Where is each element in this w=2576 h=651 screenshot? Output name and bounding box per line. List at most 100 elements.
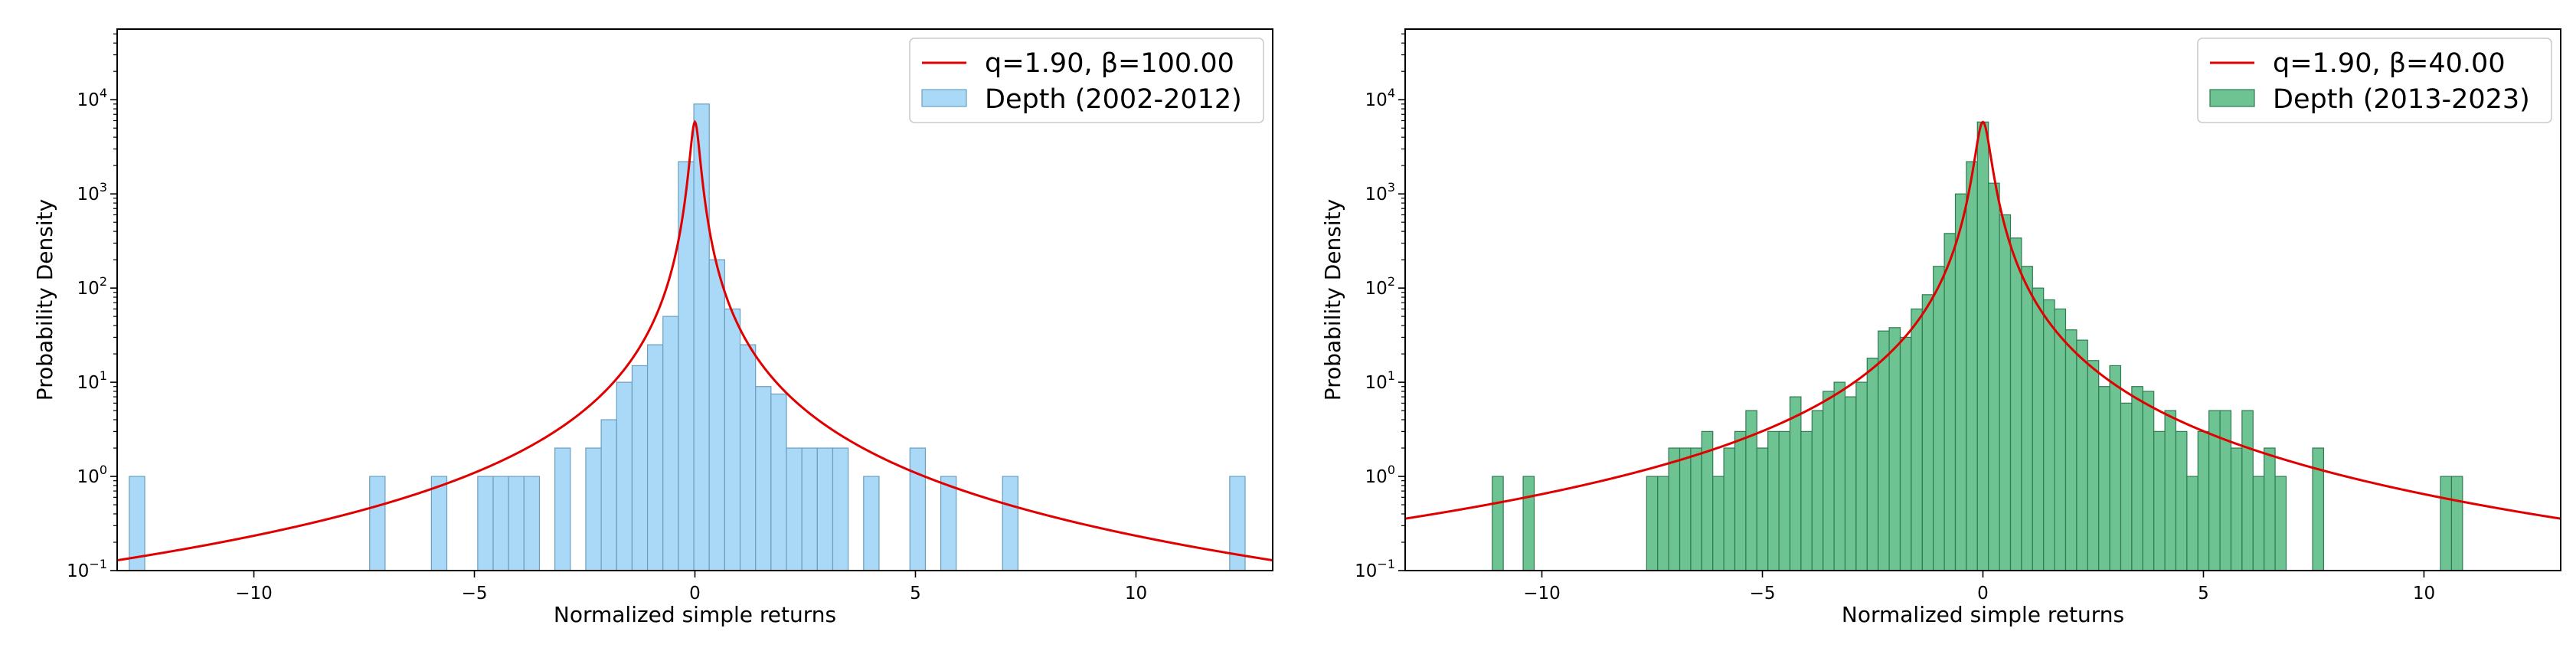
histogram-bar [2054,308,2067,571]
histogram-bar [2120,402,2133,571]
histogram-bar [2197,430,2210,571]
histogram-bar [2164,410,2177,571]
histogram-bar [662,316,679,571]
legend-label-curve: q=1.90, β=40.00 [2273,48,2506,79]
histogram-bar [2064,329,2077,571]
histogram-bar [430,476,448,571]
histogram-bar [523,476,541,571]
histogram-bar [1679,447,1692,571]
histogram-bar [2450,476,2463,571]
legend: q=1.90, β=100.00 Depth (2002-2012) [909,38,1264,123]
histogram-bar [1734,430,1747,571]
legend: q=1.90, β=40.00 Depth (2013-2023) [2197,38,2552,123]
fit-curve [117,119,1273,562]
histogram-bar [1954,193,1967,571]
histogram-bar [492,476,509,571]
histogram-bar [1966,161,1978,571]
histogram-bar [1943,233,1957,571]
histogram-bar [1999,214,2012,571]
histogram-bar [1712,476,1724,571]
histogram-bar [2186,476,2198,571]
y-tick-label: 10−1 [67,557,107,581]
histogram-bar [1933,266,1945,571]
histogram-bar [1668,447,1681,571]
histogram-bar [2153,430,2166,571]
histogram-bar [585,447,602,571]
histogram-bar [1866,358,1879,571]
histogram-bar [1723,447,1736,571]
y-tick-label: 104 [77,86,107,110]
y-axis-label: Probability Density [1320,199,1345,401]
y-tick-label: 103 [77,180,107,204]
histogram-bar [1800,430,1813,571]
histogram-bar [1878,330,1890,571]
legend-box [909,38,1264,123]
x-axis-label: Normalized simple returns [1842,602,2124,627]
histogram-bar [863,476,880,571]
fit-curve [1405,120,2561,520]
x-tick-label: 5 [910,584,921,604]
y-tick-label: 101 [77,368,107,393]
histogram-bar [2274,476,2287,571]
histogram-bar [2175,430,2188,571]
histogram-bar [2032,287,2045,571]
histogram-bar [1789,396,1802,571]
histogram-bar [1522,476,1535,571]
x-tick-label: 0 [689,584,701,604]
histogram-bar [708,259,725,571]
legend-bar-swatch [921,89,967,107]
histogram-bar [2230,447,2243,571]
histogram-bar [940,476,957,571]
histogram-bar [755,386,772,571]
histogram-bar [1855,381,1868,571]
histogram-bar [631,365,649,571]
histogram-bar [816,447,834,571]
legend-label-curve: q=1.90, β=100.00 [985,48,1234,79]
histogram-bar [2142,391,2155,571]
histogram-bar [1657,476,1669,571]
histogram-bar [1690,447,1702,571]
histogram-bar [1002,476,1018,571]
chart-panel-2: −10 −5 0 5 10 10−1 100 101 102 103 104 Normalized s… [1320,28,2561,627]
histogram-bar [600,419,617,571]
x-tick-label: 10 [1125,584,1147,604]
y-tick-label: 100 [77,463,107,487]
y-tick-label: 104 [1365,86,1395,110]
histogram-bar [2241,410,2254,571]
histogram-bars [1492,121,2463,571]
y-tick-label: 102 [1365,274,1395,299]
histogram-bar [2076,339,2088,571]
histogram-bar [2131,386,2143,571]
x-tick-label: −5 [462,584,488,604]
histogram-bar [1778,430,1791,571]
x-tick-label: −5 [1750,584,1776,604]
histogram-bar [1756,447,1769,571]
histogram-bar [1822,391,1835,571]
histogram-bar [2219,410,2232,571]
y-tick-label: 101 [1365,368,1395,393]
histogram-bar [1646,476,1659,571]
histogram-bar [616,381,633,571]
histogram-bar [1811,410,1824,571]
y-tick-label: 103 [1365,180,1395,204]
histogram-bar [770,393,787,571]
histogram-bar [477,476,494,571]
histogram-bar [2109,365,2122,571]
histogram-bar [2312,447,2325,571]
histogram-bar [1492,476,1504,571]
x-tick-label: 5 [2198,584,2209,604]
histogram-bar [1921,294,1934,571]
histogram-bar [2098,386,2110,571]
histogram-bar [554,447,571,571]
histogram-bar [646,344,664,571]
y-tick-label: 100 [1365,463,1395,487]
histogram-bar [1844,396,1857,571]
histogram-bar [1767,430,1780,571]
histogram-bar [2043,299,2055,571]
histogram-bar [832,447,849,571]
legend-box [2197,38,2552,123]
histogram-bar [1888,327,1901,571]
x-tick-label: −10 [1523,584,1561,604]
histogram-bar [909,447,927,571]
histogram-bar [1911,308,1923,571]
